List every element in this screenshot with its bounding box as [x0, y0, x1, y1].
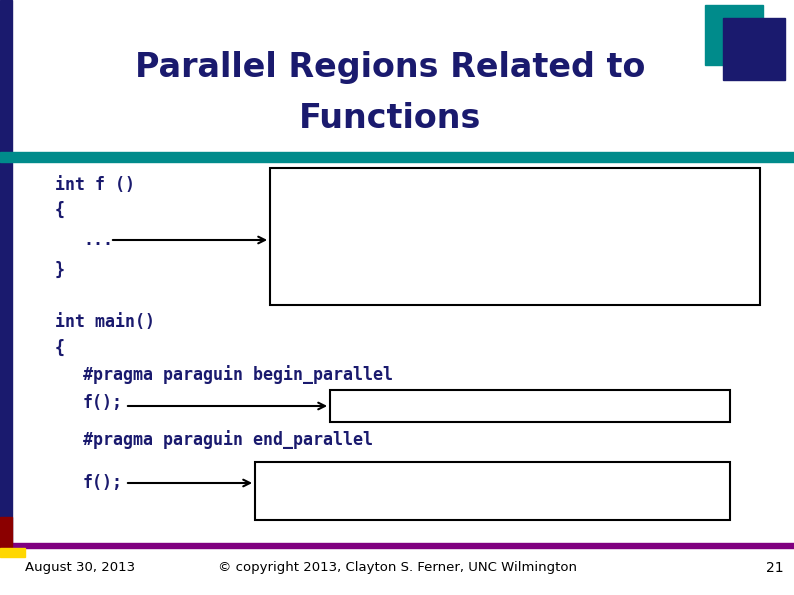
- Text: Functions: Functions: [299, 102, 481, 134]
- Bar: [255, 462, 730, 520]
- Bar: [0, 548, 25, 557]
- Text: must have a parallel region. The call must: must have a parallel region. The call mu…: [278, 221, 588, 236]
- Text: Paraguin pragmas or it: Paraguin pragmas or it: [423, 201, 596, 215]
- Text: must either have: must either have: [278, 201, 408, 215]
- Text: Parallel Regions Related to: Parallel Regions Related to: [135, 52, 646, 84]
- Bar: [723, 18, 785, 80]
- Text: int f (): int f (): [55, 176, 135, 194]
- Text: {: {: [55, 339, 65, 357]
- Bar: [330, 390, 730, 422]
- Text: 21: 21: [766, 561, 784, 575]
- Text: regardless of its own parallel regions.: regardless of its own parallel regions.: [263, 487, 538, 503]
- Text: © copyright 2013, Clayton S. Ferner, UNC Wilmington: © copyright 2013, Clayton S. Ferner, UNC…: [218, 562, 576, 575]
- Text: #pragma paraguin begin_parallel: #pragma paraguin begin_parallel: [83, 365, 393, 384]
- Bar: [0, 152, 794, 162]
- Text: August 30, 2013: August 30, 2013: [25, 562, 135, 575]
- Text: }: }: [55, 261, 65, 279]
- Bar: [270, 168, 760, 305]
- Text: f();: f();: [83, 474, 123, 492]
- Text: int main(): int main(): [55, 313, 155, 331]
- Text: be within a parallel region.: be within a parallel region.: [278, 243, 474, 258]
- Text: #pragma paraguin end_parallel: #pragma paraguin end_parallel: [83, 431, 373, 449]
- Bar: [0, 0, 12, 555]
- Text: If a function is to be executed in parallel, it: If a function is to be executed in paral…: [278, 177, 593, 193]
- Text: ...: ...: [83, 231, 113, 249]
- Text: NO: NO: [396, 201, 421, 215]
- Text: This one will execute in parallel: This one will execute in parallel: [338, 399, 569, 414]
- Bar: [705, 5, 763, 65]
- Text: This one will execute sequentially,: This one will execute sequentially,: [263, 465, 515, 481]
- Bar: [0, 517, 12, 555]
- Bar: [0, 543, 794, 548]
- Text: f();: f();: [83, 394, 123, 412]
- Text: {: {: [55, 201, 65, 219]
